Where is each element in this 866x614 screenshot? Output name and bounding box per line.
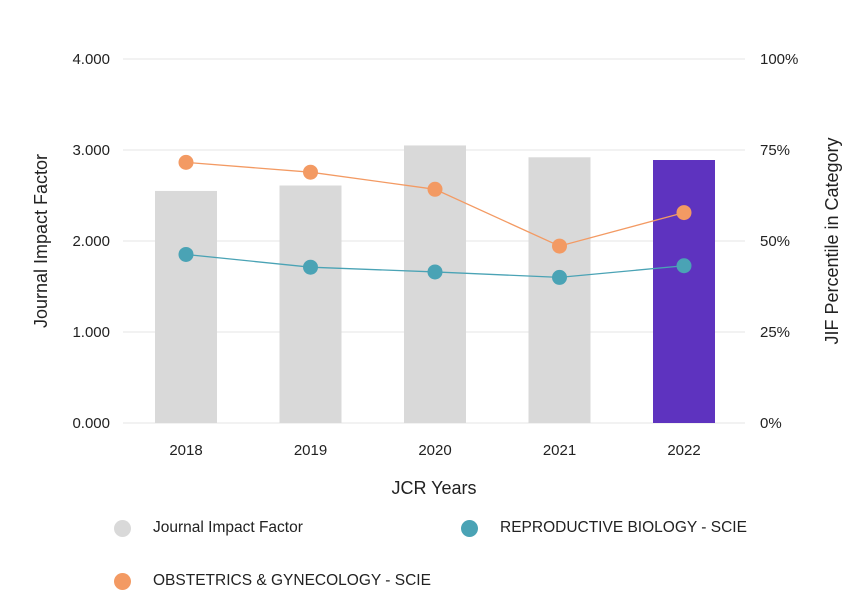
x-tick-label: 2022 (667, 442, 700, 459)
series-0-point-2020[interactable] (427, 264, 443, 280)
right-axis-ticks: 0% 25% 50% 75% 100% (760, 51, 798, 432)
series-1-point-2018[interactable] (178, 154, 194, 170)
x-tick-label: 2019 (294, 442, 327, 459)
series-0-point-2021[interactable] (552, 269, 567, 285)
right-axis-title: JIF Percentile in Category (822, 137, 842, 344)
legend-dot-obstetrics-gynecology (114, 572, 131, 590)
bar-2019[interactable] (279, 185, 342, 423)
legend-label-obstetrics-gynecology: OBSTETRICS & GYNECOLOGY - SCIE (153, 572, 431, 589)
legend-label-jif: Journal Impact Factor (153, 519, 303, 536)
legend-item-reproductive-biology[interactable]: REPRODUCTIVE BIOLOGY - SCIE (461, 519, 747, 537)
left-axis-ticks: 0.000 1.000 2.000 3.000 4.000 (72, 51, 110, 432)
x-tick-label: 2018 (169, 442, 202, 459)
left-tick-label: 2.000 (72, 233, 110, 250)
series-0-point-2019[interactable] (303, 259, 318, 275)
legend-dot-jif (114, 519, 131, 537)
legend-item-obstetrics-gynecology[interactable]: OBSTETRICS & GYNECOLOGY - SCIE (114, 572, 431, 590)
left-axis-title: Journal Impact Factor (31, 154, 51, 328)
right-tick-label: 50% (760, 233, 790, 250)
left-tick-label: 0.000 (72, 415, 110, 432)
series-1-point-2020[interactable] (427, 181, 443, 197)
right-tick-label: 75% (760, 142, 790, 159)
left-tick-label: 3.000 (72, 142, 110, 159)
x-axis-title: JCR Years (391, 478, 476, 498)
right-tick-label: 25% (760, 324, 790, 341)
series-1-point-2019[interactable] (303, 164, 318, 180)
bar-2022[interactable] (653, 160, 715, 423)
series-1-point-2021[interactable] (552, 238, 567, 254)
bar-2018[interactable] (155, 190, 217, 423)
left-tick-label: 1.000 (72, 324, 110, 341)
x-axis-ticks: 2018 2019 2020 2021 2022 (169, 442, 700, 459)
series-1-point-2022[interactable] (676, 205, 692, 221)
legend-item-jif[interactable]: Journal Impact Factor (114, 519, 303, 537)
right-tick-label: 100% (760, 51, 798, 68)
line-series (178, 154, 692, 285)
left-tick-label: 4.000 (72, 51, 110, 68)
legend-dot-reproductive-biology (461, 519, 478, 537)
right-tick-label: 0% (760, 415, 782, 432)
series-0-point-2018[interactable] (178, 246, 194, 262)
series-0-point-2022[interactable] (676, 258, 692, 274)
bar-2021[interactable] (528, 157, 591, 423)
legend-label-reproductive-biology: REPRODUCTIVE BIOLOGY - SCIE (500, 519, 747, 536)
x-tick-label: 2020 (418, 442, 451, 459)
x-tick-label: 2021 (543, 442, 576, 459)
